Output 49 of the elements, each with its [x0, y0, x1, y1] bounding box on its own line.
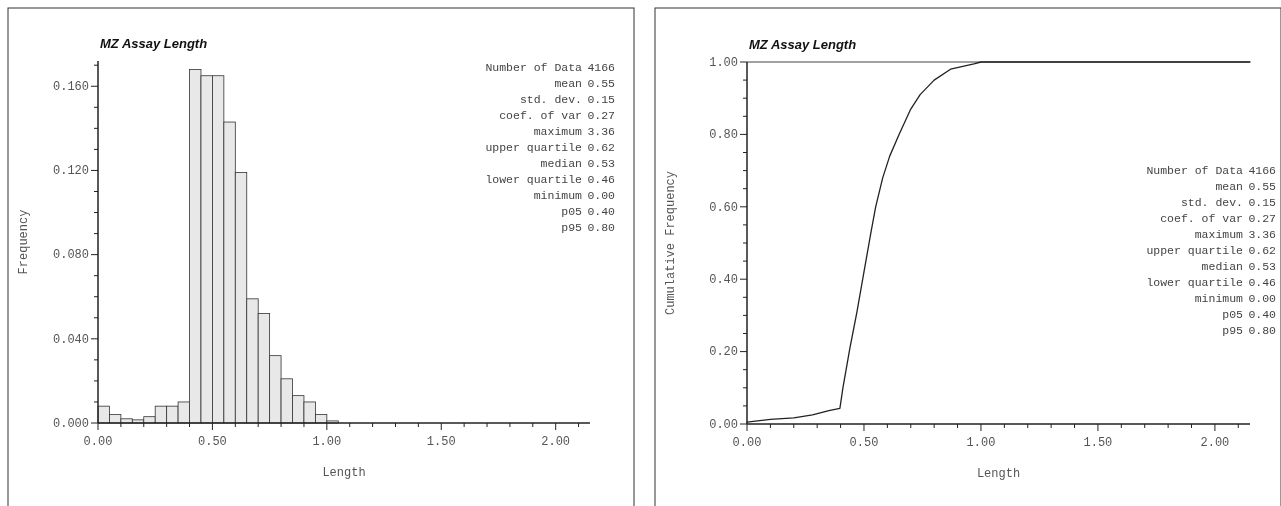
- annotation: p05 0.40: [561, 205, 616, 218]
- annotation: std. dev. 0.15: [519, 93, 616, 106]
- x-tick-label: 0.00: [83, 435, 113, 449]
- annotation: std. dev. 0.15: [1180, 196, 1277, 209]
- x-tick-label: 2.00: [541, 435, 571, 449]
- annotation: coef. of var 0.27: [1160, 212, 1276, 225]
- annotation: Number of Data 4166: [1146, 164, 1277, 177]
- annotation: coef. of var 0.27: [499, 109, 615, 122]
- annotation: Number of Data 4166: [485, 61, 616, 74]
- x-tick-label: 1.00: [312, 435, 342, 449]
- chart-title: MZ Assay Length: [749, 37, 857, 52]
- y-tick-label: 0.20: [709, 345, 738, 360]
- y-tick-label: 0.00: [709, 417, 738, 432]
- y-tick-label: 0.160: [52, 80, 89, 95]
- y-axis-title: Frequency: [17, 209, 31, 275]
- y-tick-label: 0.080: [52, 248, 89, 263]
- x-tick-label: 0.50: [198, 435, 227, 449]
- y-axis-title: Cumulative Frequency: [664, 170, 678, 316]
- y-tick-label: 0.60: [709, 200, 738, 215]
- annotation: median 0.53: [1201, 260, 1277, 273]
- x-tick-label: 2.00: [1200, 436, 1230, 450]
- annotation: mean 0.55: [554, 77, 616, 90]
- y-tick-label: 1.00: [709, 55, 738, 70]
- annotation: maximum 3.36: [1194, 228, 1277, 241]
- annotation: lower quartile 0.46: [1146, 276, 1277, 289]
- x-tick-label: 1.50: [1083, 436, 1113, 450]
- x-tick-label: 1.00: [966, 436, 996, 450]
- y-tick-label: 0.040: [52, 332, 89, 347]
- annotation: minimum 0.00: [533, 189, 616, 202]
- annotation: upper quartile 0.62: [485, 141, 616, 154]
- annotation: maximum 3.36: [533, 125, 616, 138]
- y-tick-label: 0.40: [709, 273, 738, 288]
- annotation: mean 0.55: [1215, 180, 1277, 193]
- x-axis-title: Length: [976, 467, 1021, 481]
- x-tick-label: 0.00: [732, 436, 762, 450]
- annotation: lower quartile 0.46: [485, 173, 616, 186]
- x-tick-label: 1.50: [426, 435, 456, 449]
- y-tick-label: 0.120: [52, 164, 89, 179]
- annotation: p05 0.40: [1222, 308, 1277, 321]
- annotation: median 0.53: [540, 157, 616, 170]
- annotation: p95 0.80: [1222, 324, 1277, 337]
- annotation: upper quartile 0.62: [1146, 244, 1277, 257]
- x-axis-title: Length: [322, 466, 366, 480]
- x-tick-label: 0.50: [849, 436, 879, 450]
- chart-title: MZ Assay Length: [100, 36, 208, 51]
- y-tick-label: 0.000: [52, 416, 89, 431]
- y-tick-label: 0.80: [709, 128, 738, 143]
- annotation: p95 0.80: [561, 221, 616, 234]
- annotation: minimum 0.00: [1194, 292, 1277, 305]
